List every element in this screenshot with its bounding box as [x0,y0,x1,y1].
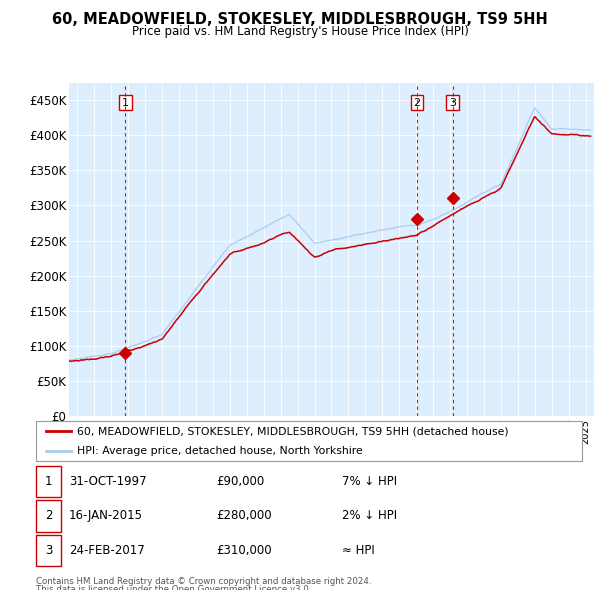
Text: £280,000: £280,000 [216,509,272,523]
Text: 7% ↓ HPI: 7% ↓ HPI [342,475,397,489]
Text: 24-FEB-2017: 24-FEB-2017 [69,543,145,557]
Text: This data is licensed under the Open Government Licence v3.0.: This data is licensed under the Open Gov… [36,585,311,590]
Text: £310,000: £310,000 [216,543,272,557]
Text: £90,000: £90,000 [216,475,264,489]
Text: 2: 2 [45,509,52,523]
Text: 16-JAN-2015: 16-JAN-2015 [69,509,143,523]
Text: 2: 2 [413,97,421,107]
Text: Contains HM Land Registry data © Crown copyright and database right 2024.: Contains HM Land Registry data © Crown c… [36,577,371,586]
Text: 31-OCT-1997: 31-OCT-1997 [69,475,146,489]
FancyBboxPatch shape [36,421,582,461]
Text: 1: 1 [122,97,129,107]
Text: 60, MEADOWFIELD, STOKESLEY, MIDDLESBROUGH, TS9 5HH (detached house): 60, MEADOWFIELD, STOKESLEY, MIDDLESBROUG… [77,427,509,436]
Text: 3: 3 [45,543,52,557]
Text: HPI: Average price, detached house, North Yorkshire: HPI: Average price, detached house, Nort… [77,447,362,456]
Text: ≈ HPI: ≈ HPI [342,543,375,557]
Text: 2% ↓ HPI: 2% ↓ HPI [342,509,397,523]
Text: 3: 3 [449,97,456,107]
Text: 1: 1 [45,475,52,489]
Text: 60, MEADOWFIELD, STOKESLEY, MIDDLESBROUGH, TS9 5HH: 60, MEADOWFIELD, STOKESLEY, MIDDLESBROUG… [52,12,548,27]
Text: Price paid vs. HM Land Registry's House Price Index (HPI): Price paid vs. HM Land Registry's House … [131,25,469,38]
